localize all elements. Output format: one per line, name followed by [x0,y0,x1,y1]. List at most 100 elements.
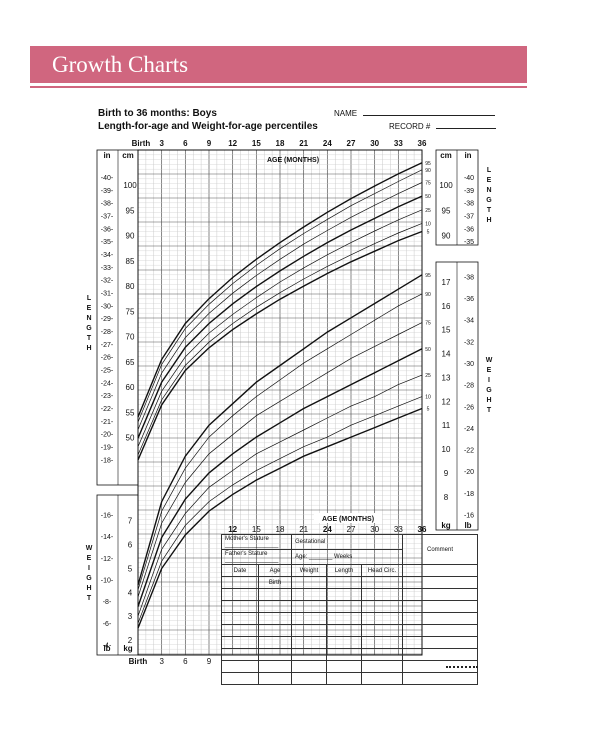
table-cell[interactable] [291,624,327,637]
table-cell[interactable] [291,588,327,601]
table-cell[interactable] [258,648,292,661]
table-cell[interactable] [221,588,259,601]
table-cell[interactable] [221,660,259,673]
table-cell[interactable] [361,588,403,601]
length-in-tick: -36- [101,226,114,233]
weight-lb-tick-right: -34 [464,318,474,325]
weight-kg-tick-right: 16 [442,302,451,311]
table-cell[interactable] [402,600,478,613]
length-in-tick-right: -40 [464,175,474,182]
gestational-age-cell[interactable]: Age: _______ Weeks [291,549,403,565]
table-cell[interactable] [221,624,259,637]
table-row [221,648,478,661]
table-cell[interactable] [291,672,327,685]
length-in-tick: -19- [101,445,114,452]
length-percentile-label: 90 [425,168,431,174]
weight-lb-tick-right: -18 [464,491,474,498]
fathers-stature-cell[interactable]: Father's Stature ________________ [221,549,292,565]
table-cell[interactable] [402,648,478,661]
length-in-tick: -33- [101,265,114,272]
table-cell[interactable] [258,624,292,637]
table-row [221,672,478,685]
table-cell[interactable] [291,612,327,625]
table-cell[interactable] [326,612,362,625]
table-cell[interactable] [326,672,362,685]
table-cell[interactable] [258,588,292,601]
table-cell[interactable] [402,636,478,649]
table-cell[interactable] [258,636,292,649]
table-cell[interactable] [361,600,403,613]
weight-lb-tick-left: -4- [103,642,112,649]
table-cell[interactable] [402,624,478,637]
table-cell[interactable] [361,612,403,625]
length-in-tick: -38- [101,201,114,208]
col-date: Date [221,564,259,577]
weeks-label: Weeks [334,554,353,560]
length-side-label: T [87,335,92,342]
length-percentile-10-line [137,223,423,456]
length-in-tick: -23- [101,393,114,400]
table-cell[interactable] [361,624,403,637]
unit-lb-left: lb [103,644,110,653]
x-axis-title: AGE (MONTHS) [267,157,319,164]
table-cell[interactable] [326,600,362,613]
length-in-tick: -30- [101,303,114,310]
length-in-tick-right: -37 [464,213,474,220]
table-cell[interactable] [326,576,362,589]
table-cell[interactable] [326,660,362,673]
table-cell[interactable] [326,624,362,637]
length-side-label: G [86,325,92,332]
chart-heading-line2: Length-for-age and Weight-for-age percen… [98,121,318,132]
length-in-tick: -18- [101,457,114,464]
table-cell[interactable] [291,576,327,589]
weight-percentile-90-line [137,293,423,591]
length-percentile-90-line [137,169,423,423]
weight-percentile-label: 90 [425,292,431,298]
table-cell[interactable] [361,648,403,661]
table-cell[interactable] [402,576,478,589]
table-cell[interactable] [291,636,327,649]
x-tick-label-top: 18 [276,139,285,148]
table-cell[interactable] [221,612,259,625]
length-in-tick-right: -39 [464,188,474,195]
weight-lb-tick-right: -24 [464,426,474,433]
table-cell[interactable] [291,660,327,673]
length-in-tick: -37- [101,213,114,220]
table-cell[interactable] [326,588,362,601]
length-in-tick: -21- [101,419,114,426]
length-in-tick: -26- [101,355,114,362]
name-field[interactable]: NAME [334,109,496,118]
table-cell[interactable] [221,636,259,649]
table-cell[interactable] [402,588,478,601]
table-cell[interactable] [221,576,259,589]
table-row [221,612,478,625]
blank-rows [221,588,478,685]
table-cell[interactable] [221,600,259,613]
table-cell[interactable] [361,660,403,673]
table-cell[interactable] [258,612,292,625]
length-in-tick: -20- [101,432,114,439]
x-tick-label-top: 12 [228,139,237,148]
length-cm-tick: 70 [126,333,135,342]
table-cell[interactable] [258,672,292,685]
mothers-stature-cell[interactable]: Mother's Stature ________________ [221,534,292,550]
x-tick-label-mid: 33 [394,525,403,534]
table-cell[interactable] [221,672,259,685]
table-cell[interactable] [221,648,259,661]
table-cell[interactable] [361,672,403,685]
table-cell[interactable] [258,600,292,613]
gestational-label: Gestational [295,539,326,545]
table-cell[interactable] [291,648,327,661]
table-cell[interactable] [402,672,478,685]
length-percentile-75-line [137,182,423,430]
length-side-label: H [86,345,91,352]
table-cell[interactable] [402,612,478,625]
table-cell[interactable] [258,660,292,673]
table-cell[interactable] [326,648,362,661]
gestational-cell[interactable]: Gestational [291,534,403,550]
table-cell[interactable] [361,636,403,649]
table-cell[interactable] [291,600,327,613]
table-cell[interactable] [361,576,403,589]
table-cell[interactable] [326,636,362,649]
record-field[interactable]: RECORD # [389,122,497,131]
